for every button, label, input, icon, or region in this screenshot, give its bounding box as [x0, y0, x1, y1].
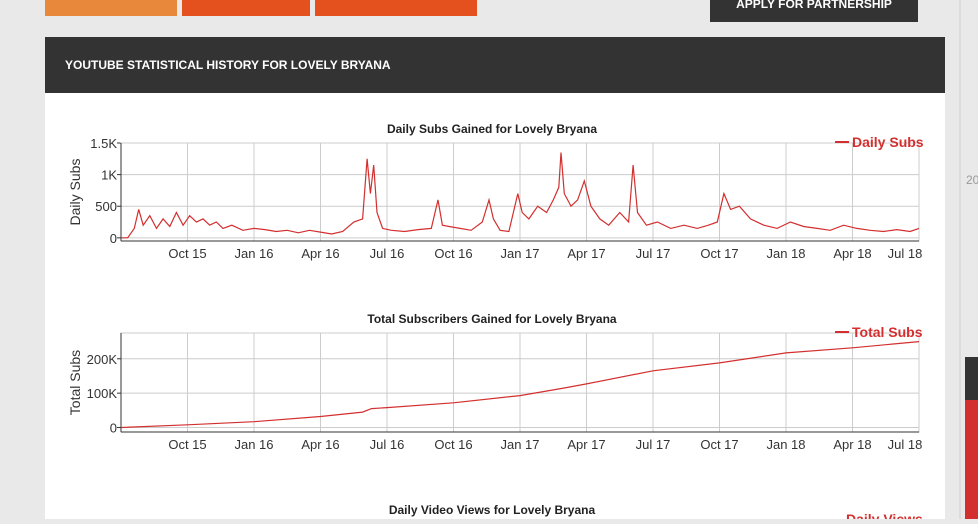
x-tick-label: Jul 17: [636, 246, 671, 261]
x-tick-label: Oct 15: [168, 437, 206, 452]
red-button[interactable]: [315, 0, 477, 16]
x-tick-label: Oct 17: [700, 246, 738, 261]
x-tick-label: Jul 17: [636, 437, 671, 452]
y-axis-label: Daily Subs: [67, 159, 83, 226]
x-tick-label: Oct 17: [700, 437, 738, 452]
x-tick-label: Jan 16: [234, 437, 273, 452]
x-tick-label: Apr 18: [833, 246, 871, 261]
x-tick-label: Jan 16: [234, 246, 273, 261]
x-tick-label: Apr 17: [567, 246, 605, 261]
x-tick-label: Jul 18: [888, 246, 923, 261]
panel: [45, 37, 945, 519]
x-tick-label: Jan 17: [500, 437, 539, 452]
y-tick-label: 1K: [101, 168, 117, 183]
x-tick-label: Oct 16: [434, 246, 472, 261]
legend-label: Daily Views: [846, 511, 923, 519]
section-header: [45, 37, 945, 93]
x-tick-label: Apr 17: [567, 437, 605, 452]
side-text: 20: [966, 173, 978, 187]
legend-label: Daily Subs: [852, 134, 924, 150]
x-tick-label: Oct 16: [434, 437, 472, 452]
x-tick-label: Jan 18: [766, 437, 805, 452]
red-button[interactable]: [182, 0, 310, 16]
y-tick-label: 1.5K: [90, 136, 117, 151]
chart-title: Daily Subs Gained for Lovely Bryana: [387, 122, 597, 136]
x-tick-label: Jan 17: [500, 246, 539, 261]
section-title: YOUTUBE STATISTICAL HISTORY FOR LOVELY B…: [65, 58, 391, 72]
y-tick-label: 200K: [87, 352, 118, 367]
chart-title: Total Subscribers Gained for Lovely Brya…: [367, 312, 617, 326]
x-tick-label: Jul 18: [888, 437, 923, 452]
chart-title: Daily Video Views for Lovely Bryana: [389, 503, 596, 517]
series-line: [121, 152, 920, 239]
y-tick-label: 100K: [87, 386, 118, 401]
y-axis-label: Total Subs: [67, 350, 83, 415]
button-label: APPLY FOR PARTNERSHIP: [736, 0, 892, 11]
x-tick-label: Apr 18: [833, 437, 871, 452]
series-line: [120, 341, 920, 429]
x-tick-label: Apr 16: [301, 437, 339, 452]
orange-button[interactable]: [45, 0, 177, 16]
y-tick-label: 500: [95, 199, 117, 214]
x-tick-label: Apr 16: [301, 246, 339, 261]
x-tick-label: Jul 16: [370, 437, 405, 452]
y-tick-label: 0: [110, 421, 117, 436]
side-panel: [965, 400, 978, 519]
x-tick-label: Jul 16: [370, 246, 405, 261]
x-tick-label: Oct 15: [168, 246, 206, 261]
y-tick-label: 0: [110, 231, 117, 246]
partnership-button[interactable]: [710, 0, 918, 22]
x-tick-label: Jan 18: [766, 246, 805, 261]
side-panel: [965, 357, 978, 400]
legend-label: Total Subs: [852, 324, 923, 340]
